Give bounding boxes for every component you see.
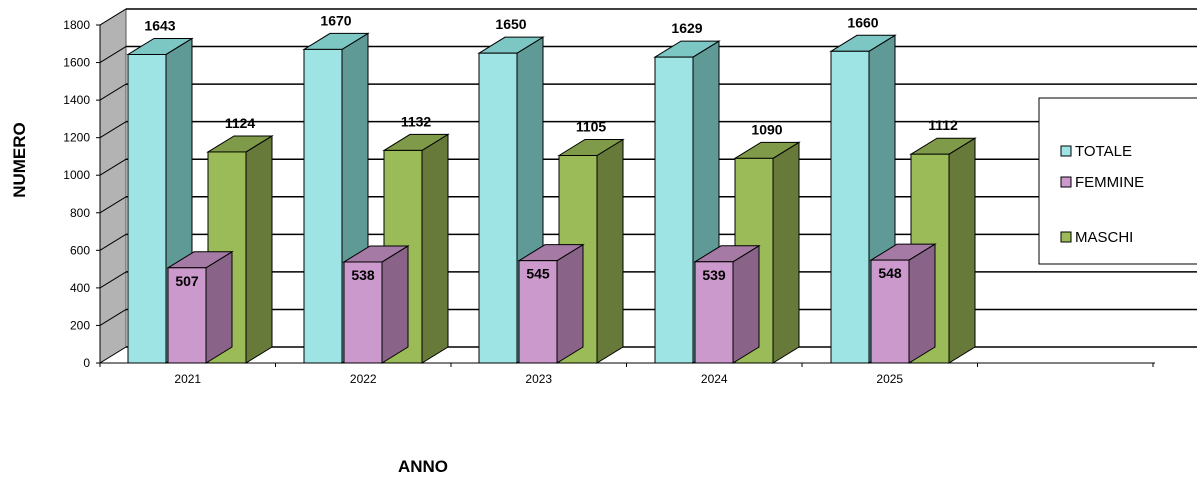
bar-femmine-2023 xyxy=(517,243,585,364)
gridline-diag xyxy=(99,196,127,214)
gridline-diag xyxy=(99,121,127,139)
data-labels: 1643 507 1124 1670 538 1132 1650 545 1105 1629 539… xyxy=(144,12,958,288)
x-tick-label: 2021 xyxy=(174,372,201,386)
gridline-diag xyxy=(99,346,127,364)
x-tick-label: 2022 xyxy=(350,372,377,386)
data-label: 539 xyxy=(702,267,726,283)
bar-front xyxy=(478,52,518,364)
gridline-diag xyxy=(99,271,127,289)
y-tick-label: 1600 xyxy=(63,56,90,70)
bar-side xyxy=(596,138,624,364)
bar-front xyxy=(518,260,558,364)
bar-femmine-2025 xyxy=(869,243,937,364)
bar-front xyxy=(127,53,167,364)
bar-side xyxy=(205,250,233,364)
x-axis-title: ANNO xyxy=(398,457,448,476)
bar-front xyxy=(694,261,734,364)
legend: TOTALE FEMMINE MASCHI xyxy=(1038,97,1197,265)
y-tick-label: 200 xyxy=(70,318,90,332)
bar-side xyxy=(421,133,449,364)
legend-label-totale: TOTALE xyxy=(1075,143,1132,160)
bar-side xyxy=(732,244,760,364)
bar-maschi-2022 xyxy=(382,133,450,364)
data-label: 1112 xyxy=(928,117,958,133)
bar-front xyxy=(654,56,694,364)
y-tick-label: 1400 xyxy=(63,93,90,107)
data-label: 1650 xyxy=(495,16,526,32)
x-tick-label: 2024 xyxy=(701,372,728,386)
y-tick-label: 1000 xyxy=(63,168,90,182)
y-tick-label: 400 xyxy=(70,281,90,295)
data-label: 1670 xyxy=(320,12,351,28)
data-label: 1643 xyxy=(144,17,175,33)
data-label: 1629 xyxy=(671,20,702,36)
bar-side xyxy=(556,243,584,364)
x-tick-label: 2023 xyxy=(525,372,552,386)
legend-swatch-totale xyxy=(1060,145,1072,157)
y-tick-label: 800 xyxy=(70,206,90,220)
data-label: 1124 xyxy=(225,115,256,131)
bar-front xyxy=(303,48,343,364)
gridline-diag xyxy=(99,158,127,176)
data-label: 545 xyxy=(526,266,550,282)
bar-front xyxy=(167,267,207,364)
y-axis-ticks: 0 200 400 600 800 1000 1200 1400 1600 1800 xyxy=(63,18,100,370)
gridline-diag xyxy=(99,233,127,251)
bar-femmine-2022 xyxy=(342,245,410,364)
bar-side xyxy=(948,137,976,364)
data-label: 1090 xyxy=(751,121,782,137)
bar-front xyxy=(343,261,383,364)
side-wall xyxy=(99,8,127,364)
y-tick-label: 1200 xyxy=(63,131,90,145)
legend-label-femmine: FEMMINE xyxy=(1075,174,1144,191)
data-label: 1105 xyxy=(576,119,607,135)
x-axis-ticks: 2021 2022 2023 2024 2025 xyxy=(99,363,1154,386)
data-label: 1132 xyxy=(401,113,432,129)
bars: 1643 507 1124 1670 538 1132 1650 545 1105 1629 539… xyxy=(126,12,977,364)
data-label: 538 xyxy=(351,267,375,283)
data-label: 507 xyxy=(175,273,199,289)
bar-femmine-2021 xyxy=(166,250,234,364)
data-label: 548 xyxy=(878,265,902,281)
gridline-diag xyxy=(99,8,127,26)
gridline-diag xyxy=(99,83,127,101)
bar-side xyxy=(908,243,936,364)
legend-swatch-femmine xyxy=(1060,176,1072,188)
bar-front xyxy=(830,50,870,364)
y-tick-label: 0 xyxy=(83,356,90,370)
legend-label-maschi: MASCHI xyxy=(1075,229,1133,246)
x-tick-label: 2025 xyxy=(876,372,903,386)
gridline-diag xyxy=(99,46,127,63)
bar-side xyxy=(381,245,409,364)
y-tick-label: 1800 xyxy=(63,18,90,32)
data-label: 1660 xyxy=(847,14,878,30)
bar-side xyxy=(772,141,800,364)
gridline-diag xyxy=(99,309,127,326)
bar-front xyxy=(870,259,910,364)
bar-side xyxy=(245,135,273,364)
legend-swatch-maschi xyxy=(1060,231,1072,243)
y-tick-label: 600 xyxy=(70,243,90,257)
y-axis-title: NUMERO xyxy=(10,122,29,198)
bar-femmine-2024 xyxy=(693,244,761,364)
